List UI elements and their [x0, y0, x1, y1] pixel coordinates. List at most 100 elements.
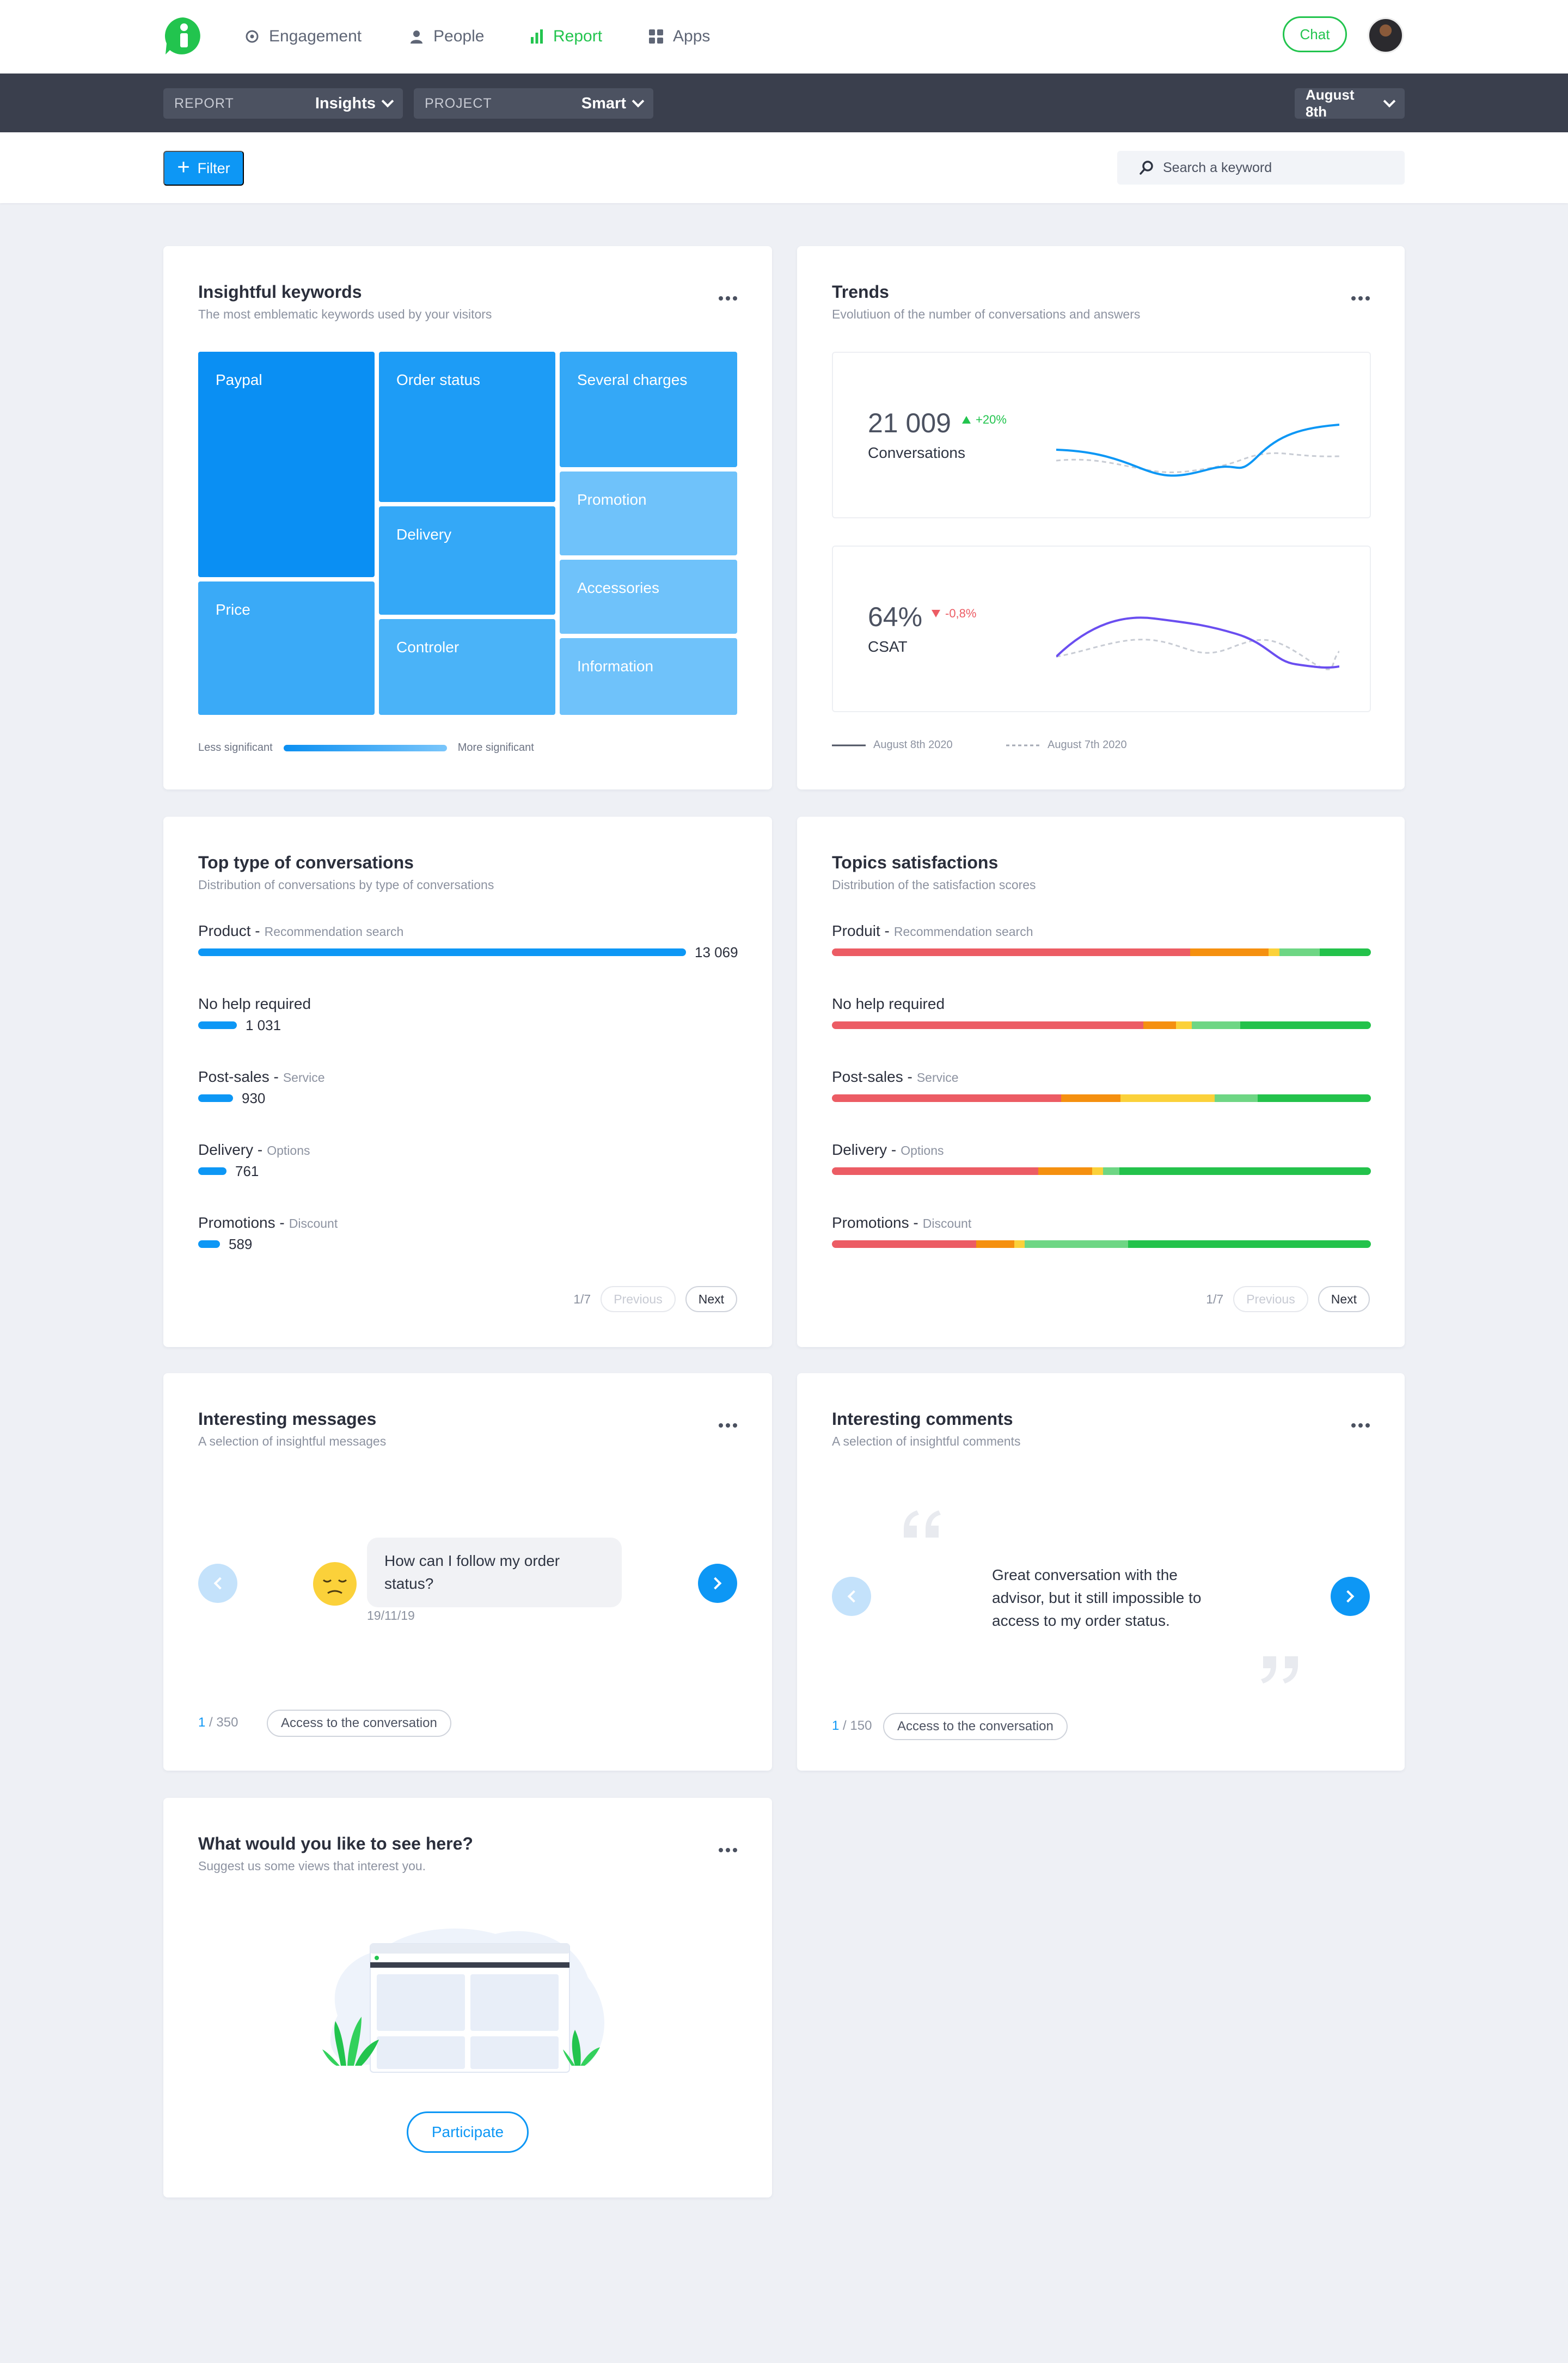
access-conversation-button[interactable]: Access to the conversation — [267, 1710, 451, 1737]
satisfaction-segment — [1119, 1167, 1371, 1175]
keyword-tile[interactable]: Order status — [379, 352, 555, 502]
more-options-icon[interactable] — [716, 296, 737, 301]
more-options-icon[interactable] — [1349, 296, 1370, 301]
satisfaction-segment — [1258, 1094, 1371, 1102]
trend-name: Conversations — [868, 444, 965, 461]
conversation-type-label: Delivery - Options — [198, 1141, 310, 1159]
target-icon — [246, 30, 259, 43]
topic-sub: Discount — [922, 1216, 972, 1231]
satisfaction-segment — [832, 1094, 1061, 1102]
next-button[interactable]: Next — [1318, 1286, 1370, 1312]
carousel-previous-button[interactable] — [198, 1564, 237, 1603]
carousel-previous-button[interactable] — [832, 1577, 871, 1616]
topic-label: Post-sales - Service — [832, 1068, 959, 1086]
satisfaction-bar[interactable] — [832, 948, 1371, 956]
keyword-tile[interactable]: Controler — [379, 619, 555, 715]
chevron-right-icon — [1342, 1590, 1355, 1603]
more-options-icon[interactable] — [716, 1848, 737, 1852]
keyword-tile[interactable]: Several charges — [560, 352, 737, 467]
card-title: Interesting messages — [198, 1409, 377, 1429]
satisfaction-segment — [1279, 948, 1320, 956]
project-select[interactable]: PROJECT Smart — [414, 88, 653, 119]
nav-apps[interactable]: Apps — [649, 24, 710, 49]
open-quote-icon — [904, 1510, 941, 1538]
topic-label: Delivery - Options — [832, 1141, 944, 1159]
comments-card: Interesting comments A selection of insi… — [797, 1373, 1405, 1771]
conversation-type-value: 1 031 — [246, 1017, 281, 1033]
legend-high-label: More significant — [457, 742, 534, 754]
message-counter: 1 / 350 — [198, 1715, 238, 1730]
conversation-type-bar[interactable] — [198, 1240, 220, 1248]
conversation-type-name: Promotions - — [198, 1214, 285, 1231]
more-options-icon[interactable] — [716, 1423, 737, 1428]
card-subtitle: Suggest us some views that interest you. — [198, 1859, 426, 1873]
chat-button[interactable]: Chat — [1283, 16, 1347, 52]
csat-trend[interactable]: 64% -0,8% CSAT — [832, 546, 1371, 712]
nav-report[interactable]: Report — [530, 24, 602, 49]
more-options-icon[interactable] — [1349, 1423, 1370, 1428]
satisfaction-segment — [832, 1021, 1144, 1029]
satisfaction-segment — [832, 1240, 977, 1248]
top-navigation: Engagement People Report Apps Chat — [0, 0, 1568, 74]
trend-legend-previous-label: August 7th 2020 — [1048, 739, 1127, 751]
keyword-tile[interactable]: Promotion — [560, 472, 737, 555]
keyword-tile[interactable]: Accessories — [560, 560, 737, 634]
triangle-up-icon — [962, 416, 971, 424]
nav-report-label: Report — [553, 27, 603, 45]
triangle-down-icon — [932, 610, 940, 617]
satisfaction-segment — [832, 1167, 1039, 1175]
conversation-type-bar[interactable] — [198, 1094, 233, 1102]
app-logo-icon[interactable] — [163, 16, 203, 56]
nav-people[interactable]: People — [409, 24, 484, 49]
satisfaction-bar[interactable] — [832, 1167, 1371, 1175]
satisfaction-segment — [1175, 1021, 1192, 1029]
report-select[interactable]: REPORT Insights — [163, 88, 403, 119]
trend-delta-value: -0,8% — [945, 607, 977, 620]
close-quote-icon — [1261, 1656, 1298, 1684]
conversation-type-label: Promotions - Discount — [198, 1214, 338, 1232]
grid-icon — [649, 29, 663, 44]
project-select-label: PROJECT — [425, 95, 492, 111]
satisfaction-bar[interactable] — [832, 1240, 1371, 1248]
carousel-next-button[interactable] — [1331, 1577, 1370, 1616]
conversation-type-bar[interactable] — [198, 948, 686, 956]
conversation-type-bar[interactable] — [198, 1021, 237, 1029]
date-select[interactable]: August 8th — [1295, 87, 1405, 120]
satisfaction-bar[interactable] — [832, 1021, 1371, 1029]
filter-button[interactable]: + Filter — [163, 151, 244, 186]
card-subtitle: A selection of insightful comments — [832, 1434, 1021, 1448]
previous-button[interactable]: Previous — [1233, 1286, 1308, 1312]
topic-name: Delivery - — [832, 1141, 897, 1158]
keyword-tile[interactable]: Delivery — [379, 506, 555, 615]
card-subtitle: Distribution of the satisfaction scores — [832, 878, 1036, 892]
topic-name: Post-sales - — [832, 1068, 912, 1085]
participate-button[interactable]: Participate — [407, 2111, 529, 2153]
carousel-next-button[interactable] — [698, 1564, 737, 1603]
topic-sub: Options — [901, 1143, 944, 1158]
conversation-type-value: 13 069 — [695, 944, 738, 960]
trend-delta-value: +20% — [976, 413, 1007, 426]
keyword-tile[interactable]: Paypal — [198, 352, 375, 577]
access-conversation-button[interactable]: Access to the conversation — [883, 1713, 1068, 1740]
legend-low-label: Less significant — [198, 742, 273, 754]
conversation-type-bar[interactable] — [198, 1167, 226, 1175]
previous-button[interactable]: Previous — [601, 1286, 676, 1312]
message-date: 19/11/19 — [367, 1608, 415, 1623]
next-button[interactable]: Next — [685, 1286, 737, 1312]
keyword-tile[interactable]: Price — [198, 581, 375, 715]
trend-legend-current-label: August 8th 2020 — [873, 739, 953, 751]
satisfaction-bar[interactable] — [832, 1094, 1371, 1102]
keyword-tile[interactable]: Information — [560, 638, 737, 715]
page-indicator: 1/7 — [573, 1291, 591, 1306]
trends-card: Trends Evolutiuon of the number of conve… — [797, 246, 1405, 789]
trend-name: CSAT — [868, 638, 908, 655]
avatar[interactable] — [1368, 17, 1404, 53]
satisfaction-segment — [1092, 1167, 1103, 1175]
comment-text: Great conversation with the advisor, but… — [992, 1566, 1202, 1629]
search-input[interactable]: Search a keyword — [1117, 151, 1405, 185]
conversations-trend[interactable]: 21 009 +20% Conversations — [832, 352, 1371, 518]
page-indicator: 1/7 — [1206, 1291, 1224, 1306]
satisfaction-segment — [832, 948, 1191, 956]
nav-engagement[interactable]: Engagement — [245, 24, 362, 49]
card-title: Insightful keywords — [198, 282, 362, 302]
